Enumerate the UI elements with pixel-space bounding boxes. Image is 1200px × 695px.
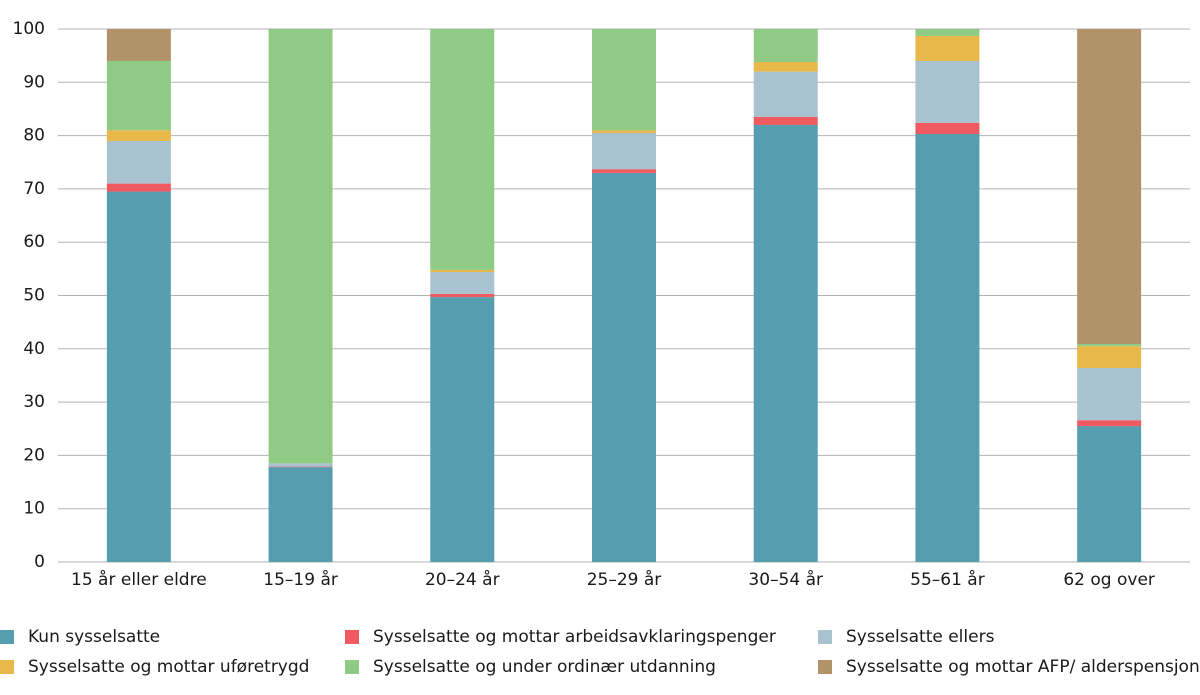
bar-segment bbox=[592, 169, 656, 173]
bar-segment bbox=[106, 130, 171, 141]
legend-label: Kun sysselsatte bbox=[28, 627, 160, 647]
bar-segment bbox=[592, 130, 656, 133]
x-tick-label: 30–54 år bbox=[748, 569, 823, 590]
x-tick-label: 15–19 år bbox=[263, 569, 338, 590]
bar-segment bbox=[1077, 346, 1142, 368]
bar-segment bbox=[106, 29, 171, 61]
x-tick-label: 20–24 år bbox=[425, 569, 500, 590]
legend-swatch bbox=[345, 660, 359, 674]
bar-segment bbox=[592, 172, 656, 562]
bar-segment bbox=[1077, 344, 1142, 347]
bar-segment bbox=[106, 183, 171, 192]
bar-segment bbox=[1077, 29, 1142, 345]
bar-segment bbox=[915, 134, 980, 562]
bar-segment bbox=[430, 272, 495, 294]
bar-segment bbox=[430, 269, 495, 273]
x-tick-label: 55–61 år bbox=[910, 569, 985, 590]
legend-label: Sysselsatte og under ordinær utdanning bbox=[373, 657, 716, 677]
y-tick-label: 10 bbox=[23, 499, 45, 519]
bar-segment bbox=[268, 467, 333, 562]
bar-segment bbox=[592, 132, 656, 170]
legend-label: Sysselsatte ellers bbox=[846, 627, 995, 647]
bar-segment bbox=[268, 29, 333, 464]
legend-swatch bbox=[818, 630, 832, 644]
bar-segment bbox=[268, 466, 333, 468]
y-tick-label: 70 bbox=[23, 179, 45, 199]
bar-segment bbox=[106, 191, 171, 562]
bar-segment bbox=[106, 140, 171, 184]
y-tick-label: 20 bbox=[23, 445, 45, 465]
bar-segment bbox=[753, 124, 818, 562]
bar-segment bbox=[915, 122, 980, 135]
y-tick-label: 30 bbox=[23, 392, 45, 412]
bar-segment bbox=[1077, 420, 1142, 427]
legend-label: Sysselsatte og mottar uføretrygd bbox=[28, 657, 309, 677]
x-tick-label: 62 og over bbox=[1063, 570, 1155, 590]
bar-segment bbox=[592, 29, 656, 131]
y-tick-label: 50 bbox=[23, 286, 45, 306]
y-tick-label: 100 bbox=[13, 19, 45, 39]
legend-label: Sysselsatte og mottar AFP/ alderspensjon bbox=[846, 657, 1200, 677]
y-tick-label: 80 bbox=[23, 126, 45, 146]
legend-swatch bbox=[0, 660, 14, 674]
legend-label: Sysselsatte og mottar arbeidsavklaringsp… bbox=[373, 627, 776, 647]
bar-segment bbox=[430, 29, 495, 270]
bar-segment bbox=[430, 293, 495, 298]
legend-swatch bbox=[0, 630, 14, 644]
bar-segment bbox=[915, 60, 980, 123]
x-tick-label: 15 år eller eldre bbox=[71, 569, 207, 590]
y-tick-label: 60 bbox=[23, 232, 45, 252]
bar-segment bbox=[753, 71, 818, 117]
bar-segment bbox=[753, 62, 818, 72]
bar-segment bbox=[1077, 367, 1142, 421]
x-tick-label: 25–29 år bbox=[587, 569, 662, 590]
bar-segment bbox=[915, 29, 980, 36]
bar-segment bbox=[753, 29, 818, 63]
bar-segment bbox=[268, 463, 333, 467]
bar-segment bbox=[106, 60, 171, 131]
bar-segment bbox=[430, 297, 495, 562]
bar-segment bbox=[1077, 426, 1142, 562]
y-tick-label: 40 bbox=[23, 339, 45, 359]
bar-segment bbox=[753, 116, 818, 125]
y-tick-label: 0 bbox=[34, 552, 45, 572]
bar-segment bbox=[915, 35, 980, 61]
legend-swatch bbox=[345, 630, 359, 644]
legend-swatch bbox=[818, 660, 832, 674]
y-tick-label: 90 bbox=[23, 72, 45, 92]
